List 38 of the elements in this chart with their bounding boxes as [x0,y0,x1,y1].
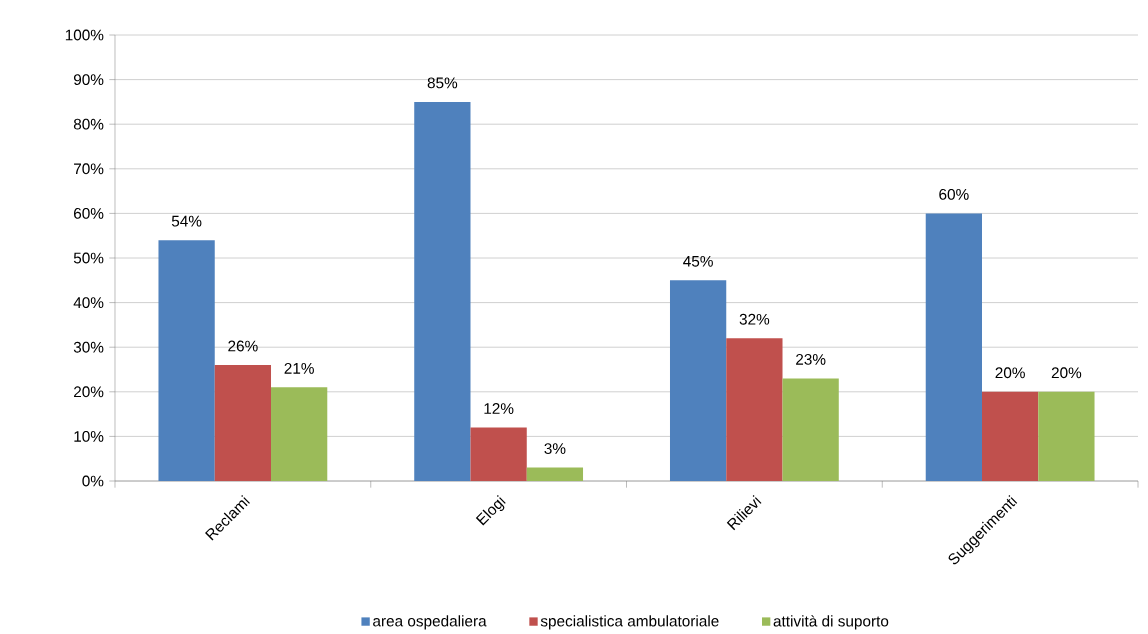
bar [414,101,471,481]
data-label: 26% [228,340,258,352]
bar [669,280,727,481]
y-tick-label: 100% [65,29,104,41]
bar [1038,391,1095,481]
data-label: 3% [544,443,566,454]
data-label: 20% [995,367,1025,379]
data-label: 12% [484,403,514,414]
bar [982,391,1039,481]
y-tick-label: 70% [74,163,104,175]
legend-label: area ospedaliera [373,615,487,630]
data-label: 45% [683,255,713,267]
y-tick-label: 30% [73,341,104,353]
data-label: 21% [284,362,314,374]
bar [526,467,584,481]
y-tick-label: 80% [73,118,104,130]
legend-label: specialistica ambulatoriale [540,615,719,630]
bar [470,427,527,481]
y-tick-label: 20% [74,386,104,398]
bar [158,240,215,481]
bar [214,365,272,481]
bar [726,338,783,481]
data-label: 32% [739,313,770,325]
bar [925,213,982,481]
bar [782,378,839,481]
y-tick-label: 0% [82,475,104,487]
y-tick-label: 90% [73,74,104,85]
bar [271,387,328,481]
data-label: 20% [1051,367,1082,379]
data-label: 23% [796,353,826,365]
data-label: 85% [427,77,458,89]
y-tick-label: 50% [73,252,104,264]
y-tick-label: 10% [74,430,104,442]
y-tick-label: 40% [73,297,104,308]
data-label: 54% [171,215,202,227]
y-tick-label: 60% [74,207,104,219]
legend-label: attività di suporto [773,615,889,630]
data-label: 60% [939,188,969,200]
